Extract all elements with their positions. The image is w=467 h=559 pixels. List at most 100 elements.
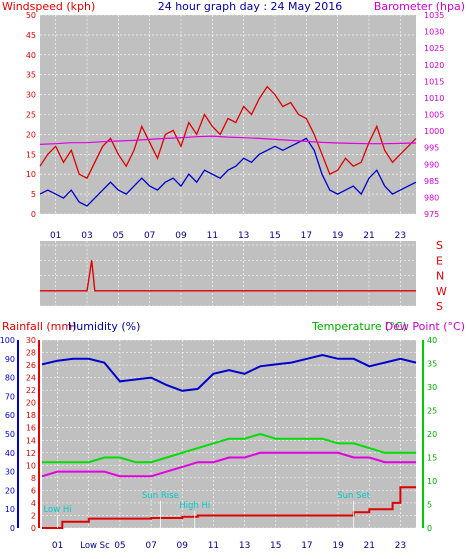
windspeed-tick-label: 45 bbox=[26, 31, 36, 40]
humidity-tick-label: 20 bbox=[5, 486, 15, 495]
barometer-tick-label: 1020 bbox=[424, 61, 444, 70]
wind-hour-label: 19 bbox=[332, 231, 344, 241]
rain-hour-label: 23 bbox=[395, 541, 406, 551]
humidity-tick-label: 10 bbox=[5, 505, 15, 514]
rain-hour-label: 01 bbox=[52, 541, 63, 551]
barometer-tick-label: 990 bbox=[424, 160, 439, 169]
wind-hour-label: 03 bbox=[81, 231, 92, 241]
annotation-label: High Hi bbox=[179, 501, 210, 511]
rain-hour-label: 21 bbox=[364, 541, 375, 551]
wind-hour-label: 07 bbox=[144, 231, 155, 241]
rainfall-tick-label: 18 bbox=[26, 411, 36, 420]
barometer-tick-label: 995 bbox=[424, 144, 439, 153]
temperature-tick-label: 35 bbox=[427, 360, 437, 369]
humidity-tick-label: 90 bbox=[5, 355, 15, 364]
barometer-tick-label: 1005 bbox=[424, 111, 444, 120]
humidity-tick-label: 60 bbox=[5, 411, 15, 420]
windspeed-tick-label: 40 bbox=[26, 51, 36, 60]
temperature-tick-label: 0 bbox=[427, 524, 432, 533]
direction-tick-label: S bbox=[436, 300, 443, 313]
windspeed-line bbox=[39, 85, 417, 180]
temperature-tick-label: 20 bbox=[427, 430, 437, 439]
rain-humidity-temperature-panel: Rainfall (mm) Humidity (%) Temperature (… bbox=[0, 320, 465, 551]
barometer-line bbox=[39, 135, 417, 145]
barometer-tick-label: 975 bbox=[424, 210, 439, 219]
annotation-label: Sun Rise bbox=[142, 491, 179, 501]
direction-tick-label: W bbox=[436, 285, 447, 298]
direction-tick-label: S bbox=[436, 239, 443, 252]
dew-point-line bbox=[41, 451, 416, 478]
rain-hour-label: 05 bbox=[114, 541, 125, 551]
windspeed-tick-label: 25 bbox=[26, 111, 36, 120]
humidity-tick-label: 100 bbox=[0, 336, 15, 345]
temperature-tick-label: 15 bbox=[427, 454, 437, 463]
rainfall-tick-label: 6 bbox=[31, 486, 36, 495]
temperature-axis-label: Temperature (°C) bbox=[311, 320, 407, 333]
humidity-tick-label: 70 bbox=[5, 392, 15, 401]
wind-hour-label: 09 bbox=[175, 231, 187, 241]
rainfall-tick-label: 10 bbox=[26, 461, 36, 470]
windspeed-tick-label: 5 bbox=[31, 190, 36, 199]
rain-hour-label: 19 bbox=[332, 541, 344, 551]
wind-direction-line bbox=[40, 260, 416, 292]
rainfall-tick-label: 16 bbox=[26, 424, 36, 433]
barometer-tick-label: 1025 bbox=[424, 44, 444, 53]
windspeed-tick-label: 20 bbox=[26, 130, 36, 139]
annotation-label: Low Hi bbox=[43, 505, 71, 515]
rainfall-tick-label: 8 bbox=[31, 474, 36, 483]
temperature-tick-label: 5 bbox=[427, 501, 432, 510]
temperature-tick-label: 40 bbox=[427, 336, 437, 345]
direction-tick-label: E bbox=[436, 254, 443, 267]
wind-hour-label: 11 bbox=[207, 231, 218, 241]
rainfall-tick-label: 0 bbox=[31, 524, 36, 533]
rainfall-tick-label: 30 bbox=[26, 336, 36, 345]
temperature-tick-label: 25 bbox=[427, 407, 437, 416]
rainfall-tick-label: 22 bbox=[26, 386, 36, 395]
rainfall-tick-label: 4 bbox=[31, 499, 36, 508]
windspeed-tick-label: 50 bbox=[26, 11, 36, 20]
wind-hour-label: 21 bbox=[363, 231, 374, 241]
rain-hour-label: 07 bbox=[145, 541, 156, 551]
windspeed-tick-label: 15 bbox=[26, 150, 36, 159]
rainfall-tick-label: 14 bbox=[26, 436, 36, 445]
rainfall-tick-label: 28 bbox=[26, 349, 36, 358]
barometer-tick-label: 1000 bbox=[424, 127, 444, 136]
annotation-label: Low Sc bbox=[80, 541, 110, 551]
rainfall-tick-label: 24 bbox=[26, 374, 36, 383]
rainfall-axis-label: Rainfall (mm) bbox=[2, 320, 76, 333]
wind-hour-label: 17 bbox=[301, 231, 312, 241]
wind-hour-label: 01 bbox=[50, 231, 61, 241]
temperature-tick-label: 30 bbox=[427, 383, 437, 392]
windspeed-tick-label: 30 bbox=[26, 91, 36, 100]
rainfall-tick-label: 26 bbox=[26, 361, 36, 370]
temperature-tick-label: 10 bbox=[427, 477, 437, 486]
rain-hour-label: 09 bbox=[177, 541, 189, 551]
rain-hour-label: 11 bbox=[208, 541, 219, 551]
barometer-tick-label: 1010 bbox=[424, 94, 444, 103]
rainfall-tick-label: 12 bbox=[26, 449, 36, 458]
barometer-tick-label: 985 bbox=[424, 177, 439, 186]
rainfall-tick-label: 20 bbox=[26, 399, 36, 408]
wind-hour-label: 13 bbox=[238, 231, 249, 241]
windspeed-tick-label: 35 bbox=[26, 71, 36, 80]
wind-hour-label: 05 bbox=[113, 231, 124, 241]
wind-hour-label: 15 bbox=[269, 231, 280, 241]
dew-point-axis-label: Dew Point (°C) bbox=[385, 320, 465, 333]
rain-hour-label: 13 bbox=[239, 541, 250, 551]
annotation-label: Sun Set bbox=[337, 491, 370, 501]
humidity-tick-label: 0 bbox=[10, 524, 15, 533]
rain-plot-area bbox=[42, 340, 416, 528]
windspeed-axis-label: Windspeed (kph) bbox=[2, 0, 95, 13]
barometer-tick-label: 1030 bbox=[424, 28, 444, 37]
windspeed-tick-label: 0 bbox=[31, 210, 36, 219]
direction-plot-area bbox=[40, 241, 416, 306]
humidity-axis-label: Humidity (%) bbox=[68, 320, 140, 333]
rainfall-tick-label: 2 bbox=[31, 511, 36, 520]
chart-title: 24 hour graph day : 24 May 2016 bbox=[158, 0, 343, 13]
wind-hour-label: 23 bbox=[395, 231, 406, 241]
barometer-tick-label: 980 bbox=[424, 193, 439, 202]
windspeed-tick-label: 10 bbox=[26, 170, 36, 179]
